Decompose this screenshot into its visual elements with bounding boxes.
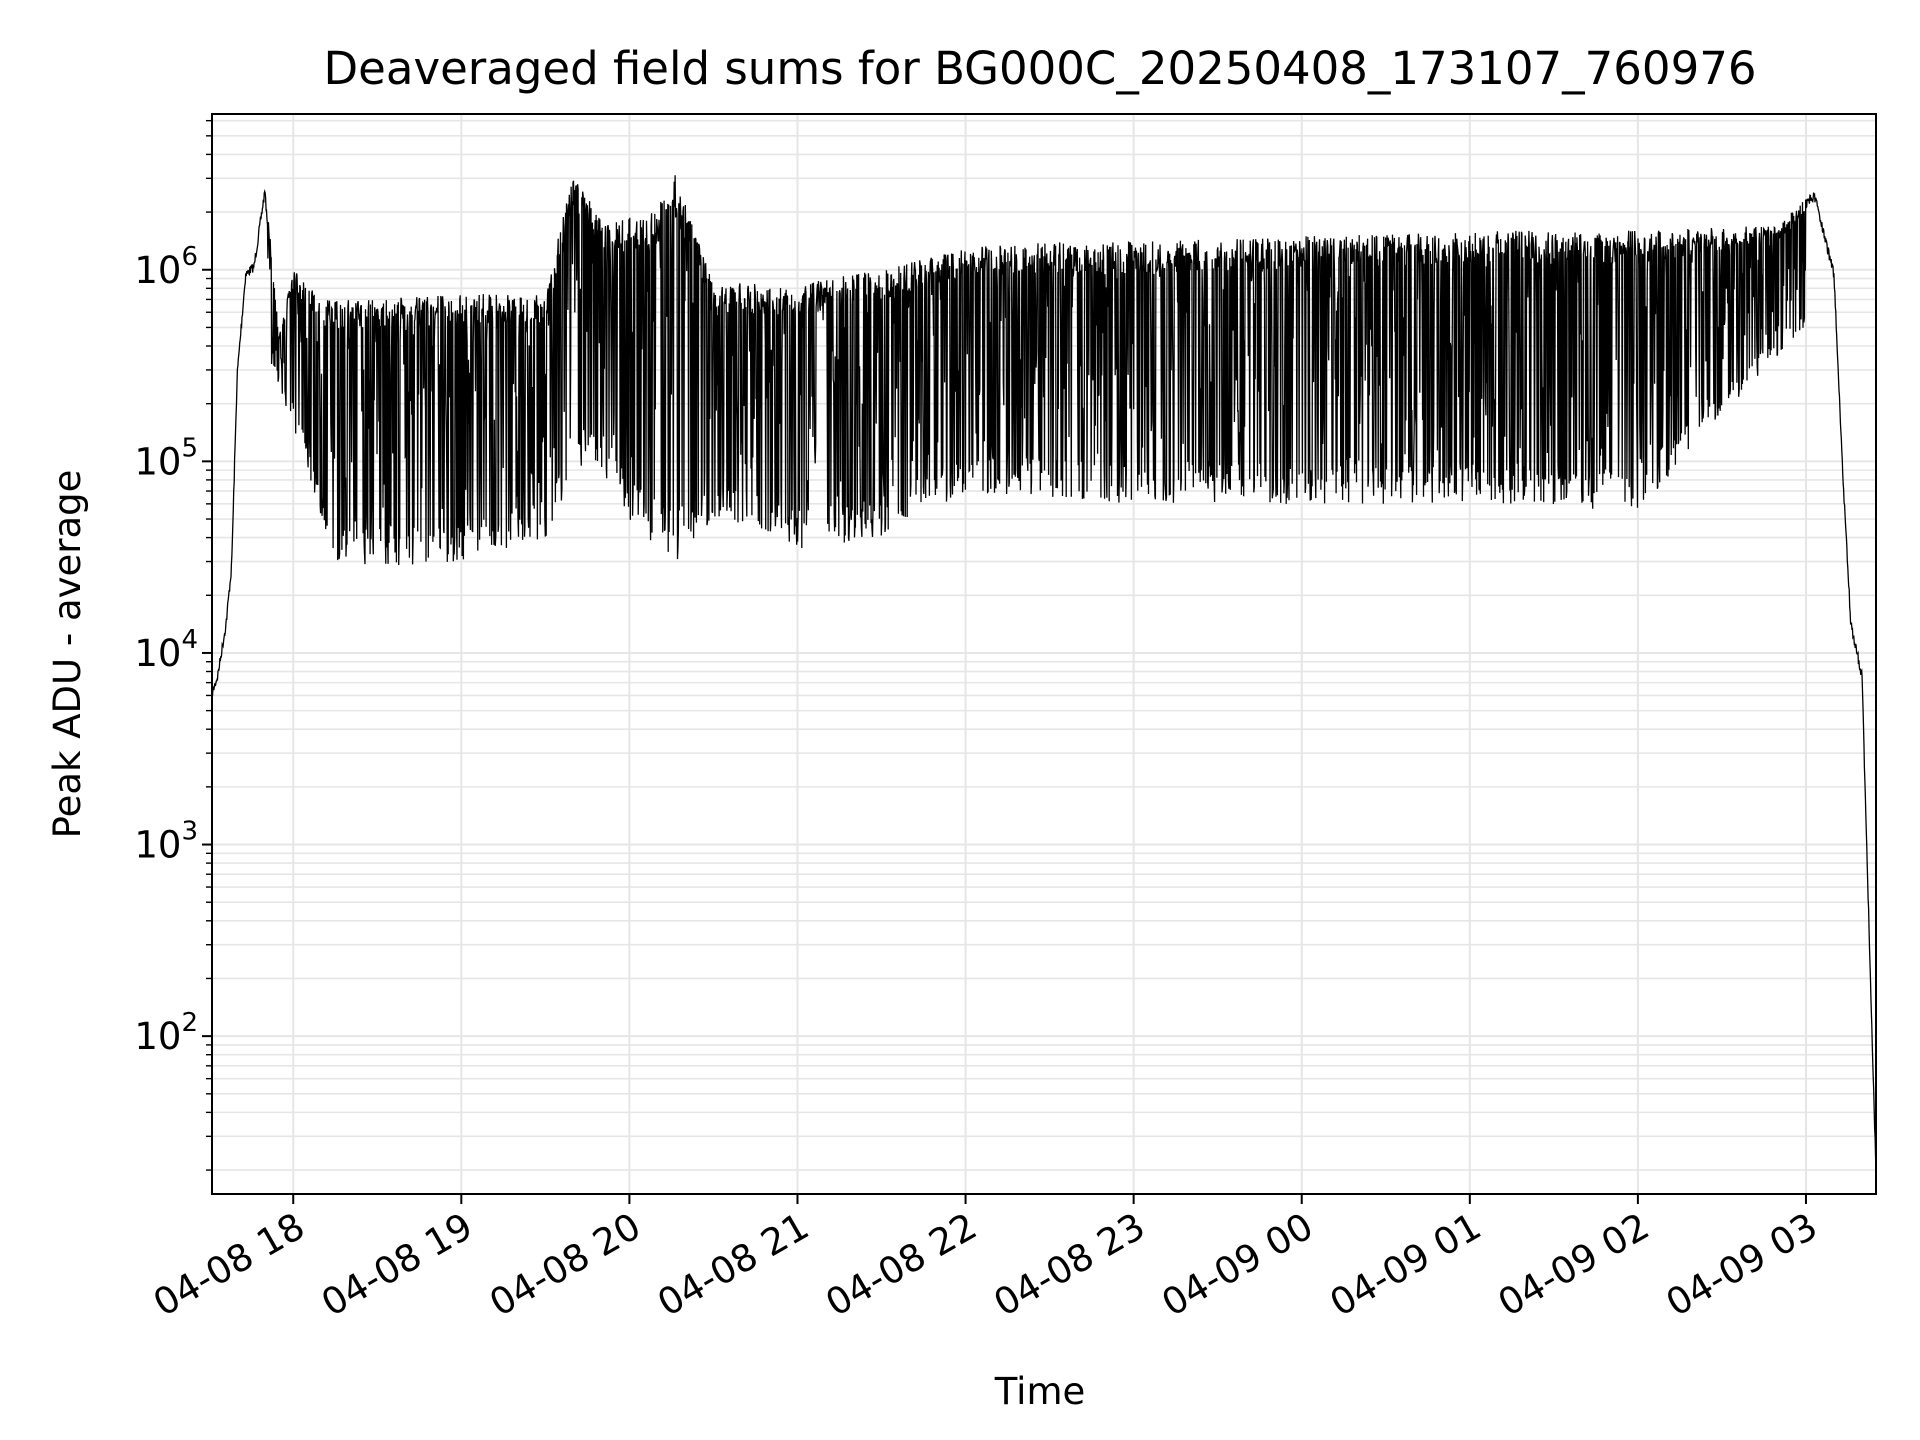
y-tick-label: 106 bbox=[134, 242, 198, 292]
y-tick-label: 105 bbox=[134, 433, 198, 483]
y-tick-exponent: 3 bbox=[181, 817, 198, 847]
y-tick-label: 104 bbox=[134, 625, 198, 675]
y-tick-base: 10 bbox=[134, 1015, 181, 1058]
y-tick-base: 10 bbox=[134, 440, 181, 483]
y-tick-exponent: 6 bbox=[181, 242, 198, 272]
y-tick-base: 10 bbox=[134, 824, 181, 867]
plot-frame bbox=[211, 113, 1877, 1195]
y-tick-label: 102 bbox=[134, 1008, 198, 1058]
chart-title: Deaveraged field sums for BG000C_2025040… bbox=[324, 42, 1757, 95]
x-axis-label: Time bbox=[994, 1370, 1086, 1413]
series-line bbox=[211, 175, 1877, 1171]
y-tick-exponent: 5 bbox=[181, 433, 198, 463]
y-tick-exponent: 4 bbox=[181, 625, 198, 655]
y-tick-label: 103 bbox=[134, 817, 198, 867]
series-line-path bbox=[211, 175, 1877, 1171]
y-tick-base: 10 bbox=[134, 249, 181, 292]
y-tick-base: 10 bbox=[134, 632, 181, 675]
y-axis-label: Peak ADU - average bbox=[46, 470, 89, 839]
y-tick-exponent: 2 bbox=[181, 1008, 198, 1038]
